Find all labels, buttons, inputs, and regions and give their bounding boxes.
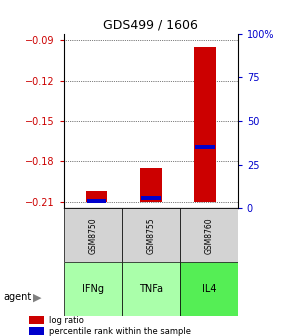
Bar bbox=[180, 208, 238, 262]
Text: agent: agent bbox=[3, 292, 31, 302]
Bar bbox=[140, 168, 162, 202]
Text: GSM8755: GSM8755 bbox=[146, 217, 155, 254]
Text: TNFa: TNFa bbox=[139, 284, 163, 294]
Bar bbox=[29, 317, 44, 324]
Text: GSM8760: GSM8760 bbox=[204, 217, 213, 254]
Bar bbox=[141, 196, 161, 200]
Bar bbox=[86, 191, 107, 202]
Title: GDS499 / 1606: GDS499 / 1606 bbox=[103, 18, 198, 31]
Bar bbox=[122, 208, 180, 262]
Bar bbox=[194, 47, 216, 202]
Bar bbox=[64, 208, 122, 262]
Bar bbox=[122, 262, 180, 316]
Text: IL4: IL4 bbox=[202, 284, 216, 294]
Text: log ratio: log ratio bbox=[49, 316, 84, 325]
Bar bbox=[64, 262, 122, 316]
Bar bbox=[195, 145, 215, 149]
Text: ▶: ▶ bbox=[33, 292, 42, 302]
Bar bbox=[29, 327, 44, 335]
Bar bbox=[87, 199, 106, 203]
Text: percentile rank within the sample: percentile rank within the sample bbox=[49, 327, 191, 336]
Bar bbox=[180, 262, 238, 316]
Text: GSM8750: GSM8750 bbox=[88, 217, 97, 254]
Text: IFNg: IFNg bbox=[82, 284, 104, 294]
